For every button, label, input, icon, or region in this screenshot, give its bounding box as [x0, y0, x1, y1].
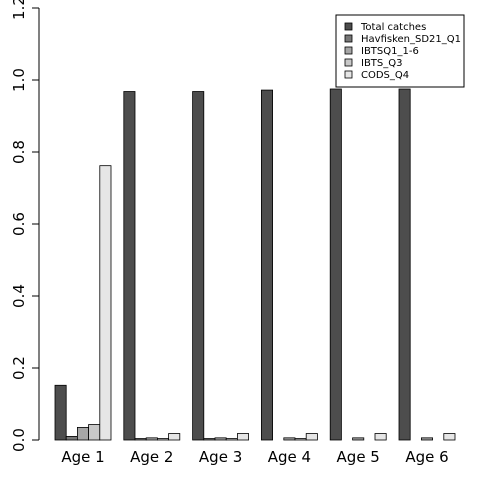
bar [294, 438, 307, 441]
x-tick-label: Age 6 [405, 448, 448, 466]
legend-label: IBTS_Q3 [361, 58, 403, 69]
bar [54, 384, 67, 441]
legend-box [335, 14, 465, 88]
bar [99, 165, 112, 441]
bar [352, 437, 365, 441]
x-tick-label: Age 4 [268, 448, 311, 466]
y-tick-label: 0.2 [10, 356, 28, 380]
legend-label: Havfisken_SD21_Q1 [361, 34, 461, 45]
y-tick-label: 1.2 [10, 0, 28, 20]
y-tick-label: 0.6 [10, 212, 28, 236]
bar [374, 433, 387, 441]
y-axis: 0.0 0.2 0.4 0.6 0.8 1.0 1.2 [10, 0, 40, 452]
bar [65, 435, 78, 441]
bar [77, 426, 90, 441]
bar [88, 424, 101, 441]
y-tick-label: 0.0 [10, 428, 28, 452]
x-tick-label: Age 3 [199, 448, 242, 466]
bar [134, 438, 147, 441]
bar [305, 433, 318, 441]
bar [168, 433, 181, 441]
bar [203, 438, 216, 441]
bar [420, 437, 433, 441]
y-tick-label: 0.8 [10, 140, 28, 164]
bar [236, 433, 249, 441]
x-tick-label: Age 5 [337, 448, 380, 466]
y-tick-label: 0.4 [10, 284, 28, 308]
legend-swatch [344, 22, 353, 31]
bar [398, 88, 411, 441]
legend-swatch [344, 34, 353, 43]
bar [156, 438, 169, 441]
bar [225, 438, 238, 441]
x-tick-label: Age 2 [130, 448, 173, 466]
y-tick-label: 1.0 [10, 68, 28, 92]
legend-label: IBTSQ1_1-6 [361, 46, 419, 57]
bar [145, 437, 158, 441]
bar [329, 88, 342, 441]
bars [54, 88, 456, 441]
bar [192, 91, 205, 441]
bar [283, 437, 296, 441]
bar [214, 437, 227, 441]
legend-swatch [344, 70, 353, 79]
legend: Total catchesHavfisken_SD21_Q1IBTSQ1_1-6… [335, 14, 465, 88]
bar [260, 89, 273, 441]
legend-label: Total catches [360, 22, 426, 33]
x-tick-label: Age 1 [61, 448, 104, 466]
legend-label: CODS_Q4 [361, 70, 409, 81]
legend-swatch [344, 46, 353, 55]
bar [443, 433, 456, 441]
bar [123, 91, 136, 441]
x-axis-labels: Age 1 Age 2 Age 3 Age 4 Age 5 Age 6 [61, 448, 448, 466]
legend-swatch [344, 58, 353, 67]
